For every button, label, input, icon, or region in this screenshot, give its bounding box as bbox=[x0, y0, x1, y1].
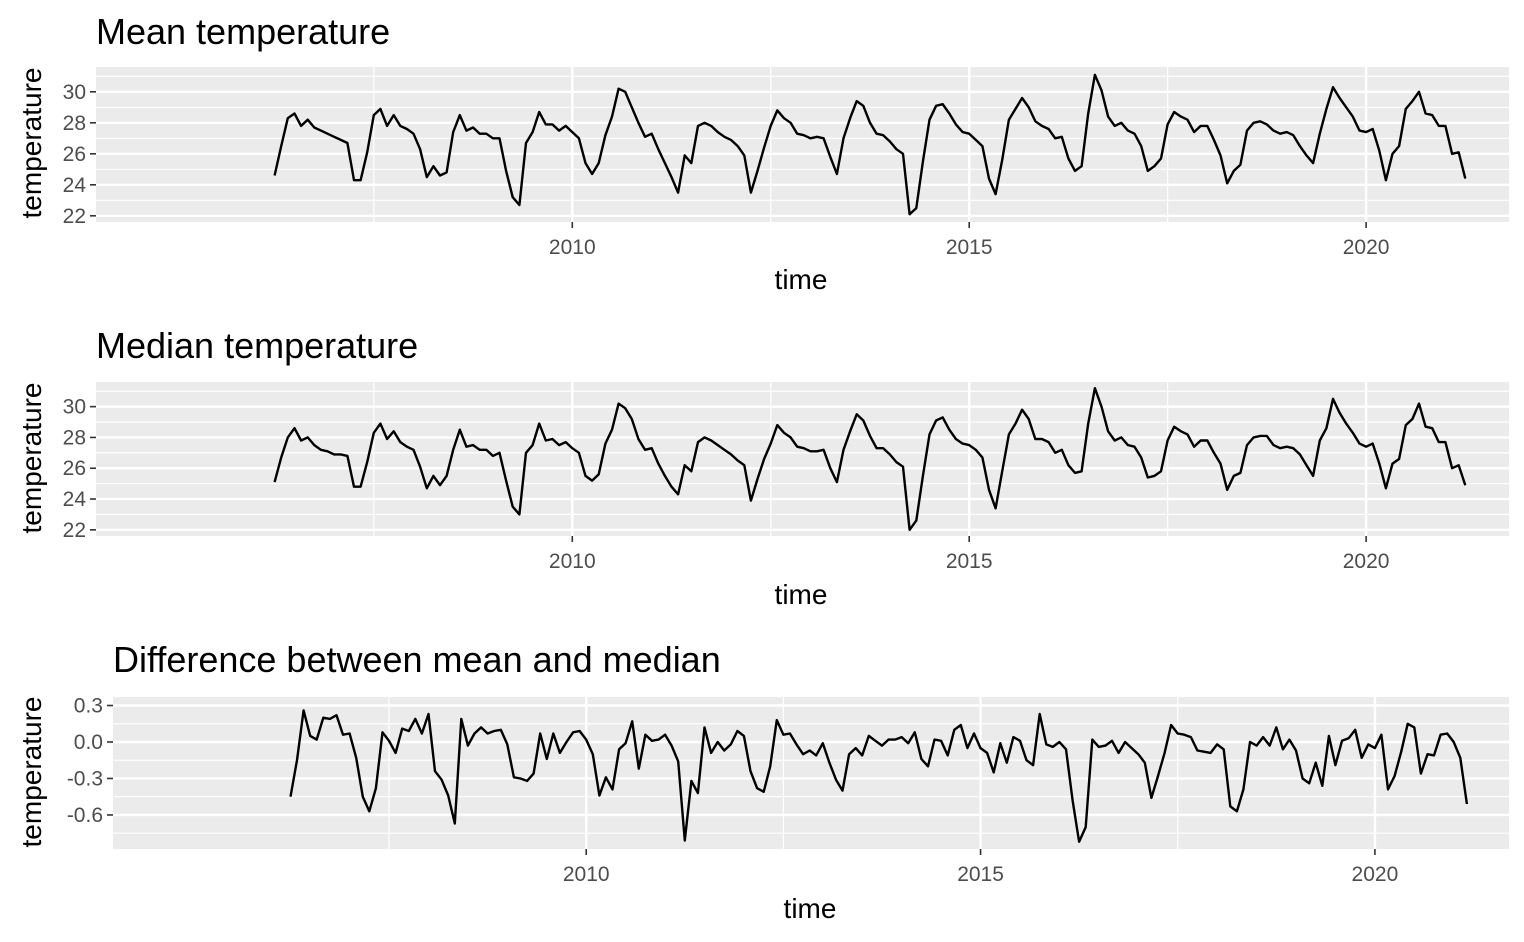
y-tick-label: 28 bbox=[63, 426, 86, 449]
x-tick-label: 2020 bbox=[1343, 550, 1390, 573]
x-axis-title: time bbox=[784, 893, 837, 924]
plot-background bbox=[96, 382, 1509, 536]
y-tick-label: 0.3 bbox=[74, 695, 103, 718]
y-axis-title: temperature bbox=[16, 68, 47, 219]
panel-title: Difference between mean and median bbox=[113, 639, 721, 680]
x-axis-title: time bbox=[775, 264, 828, 295]
y-tick-label: 24 bbox=[63, 488, 87, 511]
mean-temperature-panel: Mean temperature time temperature 22 24 26… bbox=[16, 11, 1509, 295]
series-line bbox=[273, 387, 1467, 531]
x-axis-title: time bbox=[775, 579, 828, 610]
median-temperature-panel: Median temperature time temperature 22 24… bbox=[16, 325, 1509, 610]
plot-background bbox=[96, 67, 1509, 222]
y-tick-label: 24 bbox=[63, 174, 87, 197]
y-tick-label: 26 bbox=[63, 143, 86, 166]
series-line bbox=[273, 73, 1467, 216]
y-axis-title: temperature bbox=[16, 697, 47, 848]
y-tick-label: 28 bbox=[63, 112, 86, 135]
gridlines bbox=[96, 67, 1509, 222]
x-tick-label: 2020 bbox=[1343, 236, 1390, 259]
series-line bbox=[289, 709, 1469, 843]
y-tick-label: 0.0 bbox=[74, 731, 103, 754]
y-tick-label: 22 bbox=[63, 205, 86, 228]
x-tick-label: 2015 bbox=[957, 863, 1004, 886]
difference-panel: Difference between mean and median time … bbox=[16, 639, 1509, 924]
y-tick-label: 30 bbox=[63, 396, 86, 419]
panel-title: Mean temperature bbox=[96, 11, 390, 52]
x-tick-label: 2010 bbox=[563, 863, 610, 886]
x-tick-label: 2015 bbox=[946, 550, 993, 573]
y-tick-label: 26 bbox=[63, 457, 86, 480]
x-tick-label: 2010 bbox=[549, 550, 596, 573]
gridlines bbox=[113, 697, 1509, 849]
x-tick-label: 2015 bbox=[946, 236, 993, 259]
x-tick-label: 2010 bbox=[549, 236, 596, 259]
gridlines bbox=[96, 382, 1509, 536]
x-tick-label: 2020 bbox=[1352, 863, 1399, 886]
y-tick-label: 22 bbox=[63, 519, 86, 542]
y-tick-label: -0.6 bbox=[67, 804, 103, 827]
y-axis-title: temperature bbox=[16, 383, 47, 534]
panel-title: Median temperature bbox=[96, 325, 418, 366]
y-tick-label: 30 bbox=[63, 81, 86, 104]
plot-background bbox=[113, 697, 1509, 849]
y-tick-label: -0.3 bbox=[67, 767, 103, 790]
